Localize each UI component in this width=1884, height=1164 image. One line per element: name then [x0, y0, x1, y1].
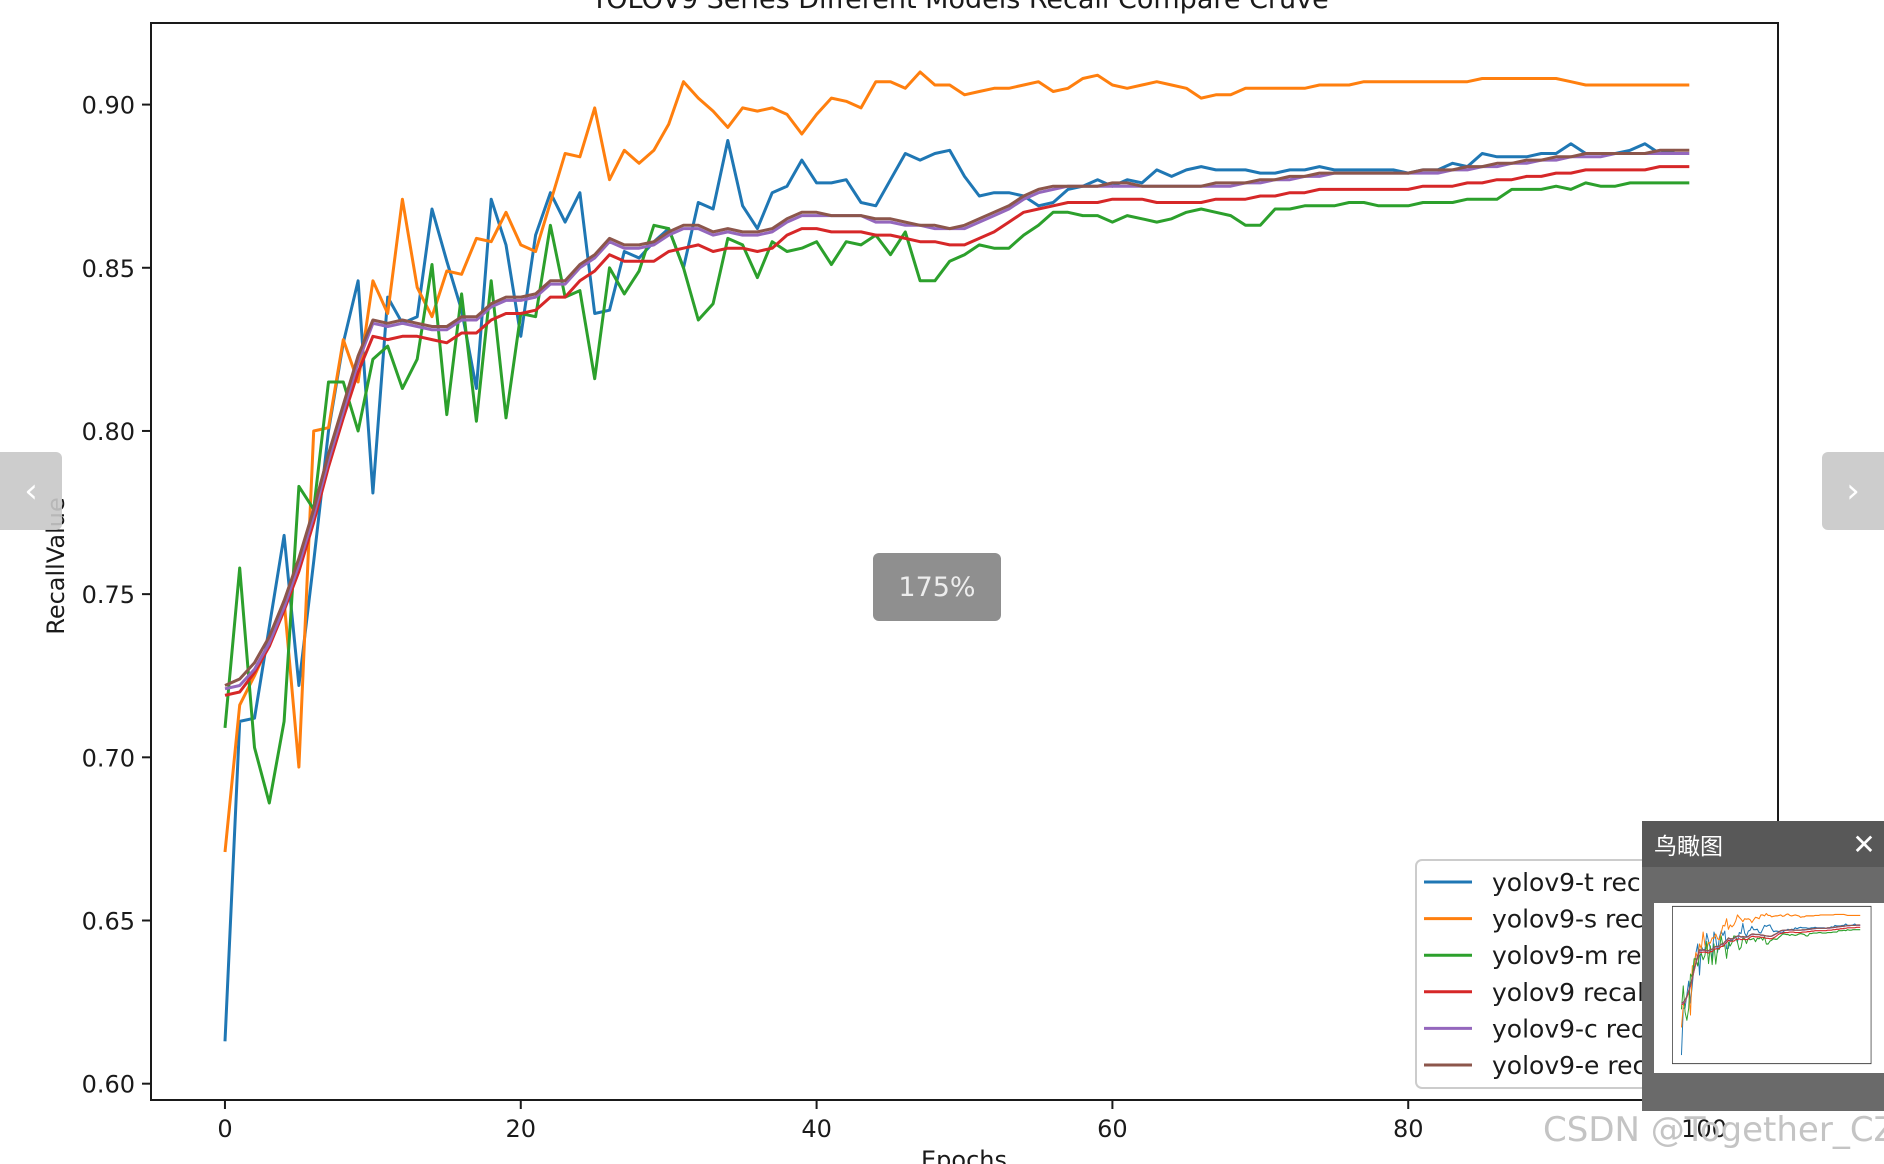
chevron-left-icon: ‹	[24, 471, 38, 511]
overview-panel[interactable]: 鸟瞰图 ✕	[1642, 821, 1884, 1111]
x-tick-label: 0	[217, 1115, 232, 1143]
x-tick-label: 80	[1393, 1115, 1424, 1143]
x-tick-label: 20	[505, 1115, 536, 1143]
chart-title: YOLOV9 Series Different Models Recall Co…	[590, 0, 1328, 15]
overview-thumbnail[interactable]	[1654, 903, 1884, 1073]
series-line-6	[1681, 924, 1861, 1004]
series-line-4	[1681, 926, 1861, 1006]
y-tick-label: 0.60	[82, 1071, 135, 1099]
zoom-level-text: 175%	[898, 571, 976, 603]
y-tick-label: 0.80	[82, 418, 135, 446]
y-tick-label: 0.85	[82, 255, 135, 283]
series-line-2	[223, 70, 1690, 853]
series-line-2	[1680, 912, 1861, 1028]
y-tick-label: 0.65	[82, 908, 135, 936]
overview-header: 鸟瞰图 ✕	[1642, 821, 1884, 867]
thumb-background	[1654, 903, 1884, 1073]
x-tick-label: 100	[1681, 1115, 1727, 1143]
x-axis-label: Epochs	[921, 1146, 1007, 1164]
next-image-button[interactable]: ›	[1822, 452, 1884, 530]
series-lines	[223, 70, 1690, 1042]
y-tick-label: 0.70	[82, 744, 135, 772]
series-line-5	[224, 152, 1690, 691]
watermark: CSDN @Together_CZ	[1543, 1110, 1884, 1150]
overview-title: 鸟瞰图	[1654, 834, 1723, 860]
series-line-4	[224, 165, 1690, 697]
thumb-frame	[1672, 905, 1872, 1065]
x-tick-label: 40	[801, 1115, 832, 1143]
previous-image-button[interactable]: ‹	[0, 452, 62, 530]
axes-frame	[150, 22, 1779, 1101]
series-line-3	[223, 181, 1690, 805]
y-tick-label: 0.90	[82, 92, 135, 120]
x-tick-label: 60	[1097, 1115, 1128, 1143]
chevron-right-icon: ›	[1846, 471, 1860, 511]
overview-thumbnail-chart	[1654, 903, 1884, 1073]
series-line-6	[224, 148, 1690, 687]
close-icon[interactable]: ✕	[1852, 827, 1876, 861]
series-line-3	[1680, 929, 1861, 1021]
axes: 0 20 40 60 80 100 0.60 0.65 0.70 0.75 0.80 0.85 0.90	[82, 22, 1779, 1143]
y-tick-label: 0.75	[82, 581, 135, 609]
zoom-level-indicator: 175%	[873, 553, 1001, 621]
